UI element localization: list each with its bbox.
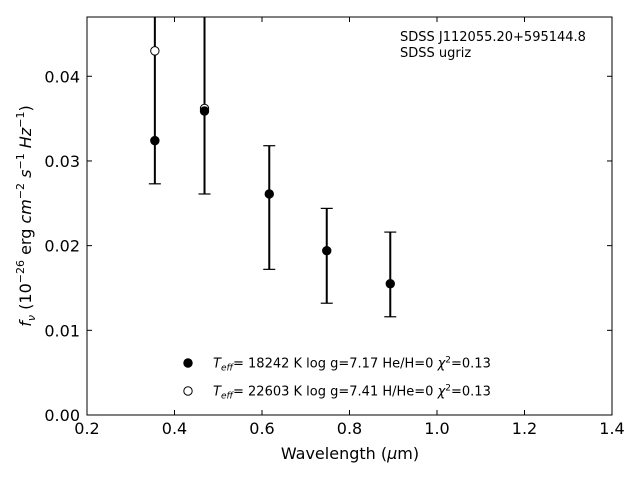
y-tick-label: 0.03 <box>44 152 80 171</box>
marker-filled <box>322 246 332 256</box>
legend-label: Teff= 18242 K log g=7.17 He/H=0 χ2=0.13 <box>213 356 491 374</box>
x-tick-label: 0.8 <box>337 419 362 438</box>
plot-area <box>86 16 613 416</box>
y-tick-label: 0.01 <box>44 321 80 340</box>
x-axis: 0.2 0.4 0.6 0.8 1.0 1.2 1.4 <box>74 17 625 438</box>
x-tick-label: 0.4 <box>162 419 187 438</box>
annotation-filters: SDSS ugriz <box>400 46 471 61</box>
data-markers <box>150 46 395 289</box>
y-axis: 0.00 0.01 0.02 0.03 0.04 <box>44 67 612 425</box>
legend-marker <box>183 358 193 368</box>
x-tick-label: 0.2 <box>74 419 99 438</box>
marker-filled <box>385 279 395 289</box>
x-tick-label: 1.2 <box>512 419 537 438</box>
marker-filled <box>150 135 160 146</box>
legend-marker <box>183 386 193 396</box>
x-tick-label: 0.6 <box>249 419 274 438</box>
x-tick-label: 1.0 <box>424 419 449 438</box>
y-tick-label: 0.02 <box>44 237 80 256</box>
x-axis-title: Wavelength (μm) <box>281 444 419 463</box>
marker-filled <box>199 106 210 116</box>
legend: Teff= 18242 K log g=7.17 He/H=0 χ2=0.13 T… <box>183 356 491 402</box>
legend-label: Teff= 22603 K log g=7.41 H/He=0 χ2=0.13 <box>213 384 491 402</box>
marker-open <box>150 46 160 56</box>
x-tick-label: 1.4 <box>599 419 624 438</box>
marker-filled <box>264 189 274 199</box>
y-tick-label: 0.04 <box>44 67 80 86</box>
annotation-object: SDSS J112055.20+595144.8 <box>400 30 586 45</box>
y-tick-label: 0.00 <box>44 406 80 425</box>
y-axis-title: fν (10−26 erg cm−2 s−1 Hz−1) <box>14 105 38 326</box>
